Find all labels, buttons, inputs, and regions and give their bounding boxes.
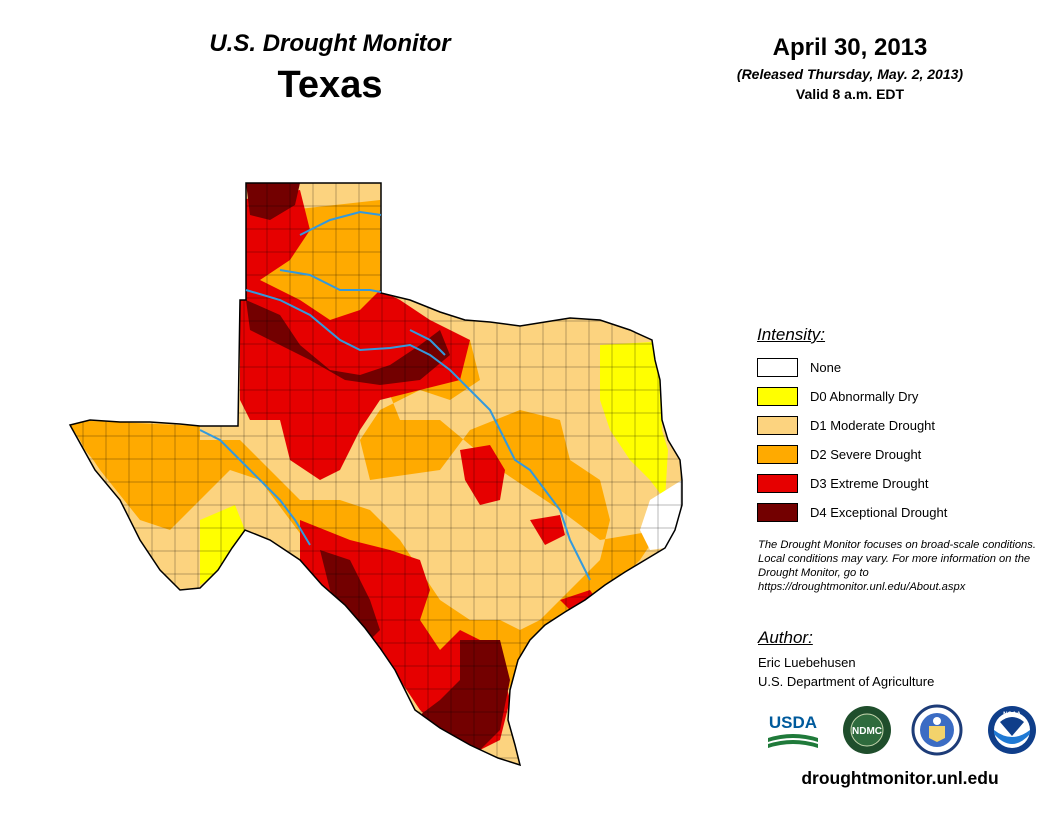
ndmc-logo: NDMC [843,706,891,754]
ndmc-logo-text: NDMC [852,726,882,737]
texas-state-outline [68,182,683,767]
d4-rolling-plains [246,300,450,385]
legend-item-d1: D1 Moderate Drought [757,411,1047,440]
legend-label: None [810,360,842,375]
tributary-river [409,329,446,356]
d0-big-bend-area [200,505,245,585]
legend-swatch-d3 [757,474,798,493]
website-link[interactable]: droughtmonitor.unl.edu [801,768,999,788]
d2-far-west-area [70,420,200,500]
d3-panhandle-rolling-plains [240,190,470,480]
usda-logo: USDA [768,713,818,748]
legend-item-d3: D3 Extreme Drought [757,469,1047,498]
legend-label: D0 Abnormally Dry [810,389,919,404]
brazos-river [245,289,591,581]
valid-time: Valid 8 a.m. EDT [795,86,905,102]
legend-swatch-d2 [757,445,798,464]
map-date: April 30, 2013 [772,34,928,61]
legend-item-d2: D2 Severe Drought [757,440,1047,469]
none-southeast-area [640,480,682,550]
map-title: Texas [277,64,383,106]
drought-areas [70,183,682,765]
d4-lower-rio-grande-area [420,640,510,750]
author-org: U.S. Department of Agriculture [758,674,935,689]
d2-severe-drought-area [70,200,660,700]
d4-northwest-panhandle [246,183,300,220]
d3-east-central-area [530,515,565,545]
legend-swatch-none [757,358,798,377]
author-title: Author: [758,628,813,647]
d4-rio-grande-area [320,550,380,640]
red-river-fork [279,269,382,293]
release-date: (Released Thursday, May. 2, 2013) [736,66,964,82]
noaa-logo: NOAA [988,706,1036,754]
drought-monitor-note: The Drought Monitor focuses on broad-sca… [758,539,1036,593]
legend-swatch-d1 [757,416,798,435]
legend-item-d0: D0 Abnormally Dry [757,382,1047,411]
partner-logos: USDA NDMC NOAA [766,704,1041,760]
map-subtitle: U.S. Drought Monitor [209,30,451,57]
d3-central-area [460,445,505,505]
pecos-river [199,429,311,546]
legend-label: D4 Exceptional Drought [810,505,948,520]
legend-label: D1 Moderate Drought [810,418,936,433]
date-header: April 30, 2013 (Released Thursday, May. … [680,34,1020,102]
legend-label: D3 Extreme Drought [810,476,929,491]
doc-logo [911,704,963,756]
noaa-logo-text: NOAA [1003,712,1021,718]
legend-swatch-d0 [757,387,798,406]
usda-logo-text: USDA [769,713,817,732]
legend-title: Intensity: [757,325,826,344]
legend-item-none: None [757,353,1047,382]
legend: Intensity: None D0 Abnormally Dry D1 Mod… [757,325,1047,527]
map-header: U.S. Drought Monitor Texas [150,30,510,107]
canadian-river [299,210,382,236]
legend-swatch-d4 [757,503,798,522]
legend-label: D2 Severe Drought [810,447,922,462]
legend-item-d4: D4 Exceptional Drought [757,498,1047,527]
author-name: Eric Luebehusen [758,655,856,670]
author-block: Author: Eric Luebehusen U.S. Department … [758,628,1048,691]
d0-east-texas-area [600,342,668,500]
texas-drought-map [68,182,683,767]
rivers [199,210,591,581]
